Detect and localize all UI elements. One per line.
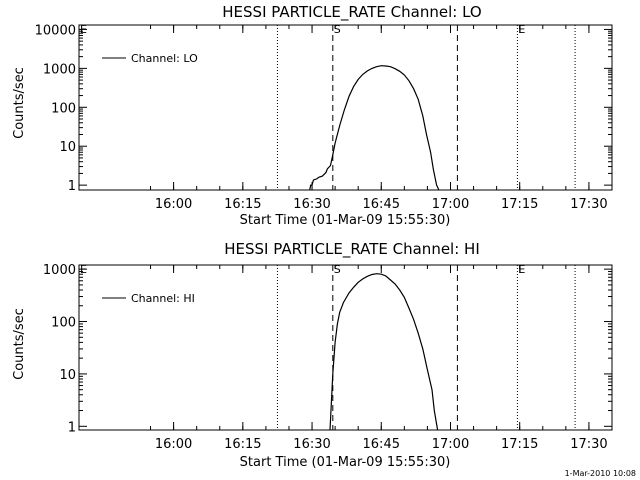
- series-line: [309, 65, 440, 191]
- x-axis-label: Start Time (01-Mar-09 15:55:30): [240, 213, 451, 228]
- plot-frame: [78, 264, 613, 431]
- x-tick-label: 16:45: [363, 437, 400, 452]
- y-tick-label: 1000: [43, 263, 76, 278]
- marker-label: E: [518, 263, 525, 276]
- y-tick-label: 1: [68, 179, 76, 194]
- x-tick-label: 17:15: [501, 197, 538, 212]
- x-tick-label: 16:30: [293, 197, 330, 212]
- marker-label: S: [334, 23, 341, 36]
- x-tick-label: 17:15: [501, 437, 538, 452]
- x-tick-label: 17:30: [570, 197, 607, 212]
- x-axis-label: Start Time (01-Mar-09 15:55:30): [240, 455, 451, 470]
- y-axis-label: Counts/sec: [12, 67, 27, 139]
- x-tick-label: 16:00: [155, 437, 192, 452]
- chart-marks: 16:00 16:15 16:30 16:45 17:00 17:15 17:30 1 10 10…: [43, 263, 613, 452]
- y-tick-label: 1000: [43, 62, 76, 77]
- legend-label: Channel: HI: [131, 292, 195, 305]
- x-tick-label: 16:30: [293, 437, 330, 452]
- x-tick-label: 16:15: [224, 437, 261, 452]
- footer-timestamp: 1-Mar-2010 10:08: [565, 469, 636, 478]
- marker-label: E: [518, 23, 525, 36]
- y-tick-label: 100: [51, 101, 76, 116]
- y-tick-label: 1: [68, 420, 76, 435]
- x-tick-label: 17:00: [432, 437, 469, 452]
- y-tick-label: 100: [51, 316, 76, 331]
- legend: Channel: HI: [102, 292, 195, 305]
- panel-lo: HESSI PARTICLE_RATE Channel: LO Counts/s…: [12, 3, 613, 228]
- legend: Channel: LO: [102, 52, 198, 65]
- x-tick-label: 16:15: [224, 197, 261, 212]
- marker-label: E: [80, 263, 87, 276]
- y-tick-label: 10: [59, 368, 76, 383]
- x-tick-label: 17:00: [432, 197, 469, 212]
- legend-label: Channel: LO: [131, 52, 198, 65]
- y-tick-label: 10000: [35, 23, 76, 38]
- x-tick-label: 17:30: [570, 437, 607, 452]
- y-axis-label: Counts/sec: [12, 308, 27, 380]
- series-line: [329, 273, 439, 431]
- x-tick-label: 16:00: [155, 197, 192, 212]
- chart-title: HESSI PARTICLE_RATE Channel: LO: [222, 3, 481, 22]
- panel-hi: HESSI PARTICLE_RATE Channel: HI Counts/s…: [12, 240, 613, 470]
- x-tick-label: 16:45: [363, 197, 400, 212]
- marker-label: E: [80, 23, 87, 36]
- y-tick-label: 10: [59, 140, 76, 155]
- marker-label: S: [334, 263, 341, 276]
- chart-title: HESSI PARTICLE_RATE Channel: HI: [224, 240, 480, 259]
- chart-marks: 16:00 16:15 16:30 16:45 17:00 17:15 17:30 1 10 10…: [35, 23, 613, 212]
